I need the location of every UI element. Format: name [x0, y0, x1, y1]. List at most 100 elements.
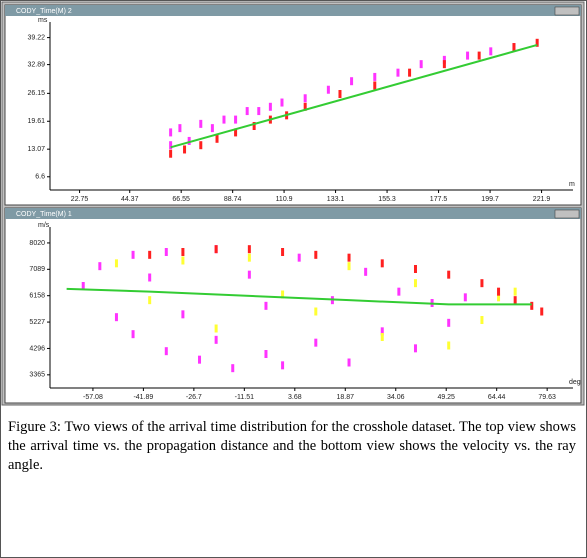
point: [338, 90, 342, 98]
point: [303, 94, 307, 103]
point: [380, 327, 384, 336]
point: [183, 145, 187, 154]
point: [131, 250, 135, 259]
y-tick-label: 19.61: [27, 118, 45, 125]
point: [347, 262, 351, 271]
point: [477, 51, 481, 60]
point: [178, 124, 182, 133]
point: [198, 355, 202, 364]
point: [463, 293, 467, 302]
point: [264, 350, 268, 358]
point: [530, 301, 534, 310]
point: [181, 256, 185, 265]
caption: Figure 3: Two views of the arrival time …: [8, 419, 576, 473]
point: [264, 301, 268, 310]
point: [413, 265, 417, 273]
point: [131, 330, 135, 339]
x-axis-label: deg: [569, 379, 581, 386]
y-axis-label: m/s: [38, 222, 50, 229]
title-bar: [5, 208, 581, 219]
point: [214, 245, 218, 254]
point: [350, 77, 354, 86]
point: [413, 279, 417, 288]
window-buttons[interactable]: [554, 6, 580, 16]
point: [245, 107, 249, 116]
point: [513, 287, 517, 296]
point: [373, 72, 377, 81]
x-tick-label: 22.75: [71, 196, 89, 203]
point: [480, 279, 484, 288]
x-tick-label: 221.9: [533, 196, 551, 203]
point: [114, 259, 118, 268]
point: [252, 122, 256, 130]
y-tick-label: 32.89: [27, 61, 45, 68]
x-tick-label: 199.7: [481, 196, 499, 203]
point: [347, 253, 351, 262]
point: [210, 124, 214, 133]
point: [540, 307, 544, 316]
x-tick-label: 79.63: [538, 394, 556, 401]
y-tick-label: 8020: [29, 240, 45, 247]
point: [413, 344, 417, 353]
x-tick-label: -26.7: [186, 394, 202, 401]
point: [280, 98, 284, 107]
point: [314, 338, 318, 347]
point: [181, 310, 185, 319]
point: [512, 43, 516, 52]
x-tick-label: 64.44: [488, 394, 506, 401]
y-tick-label: 7089: [29, 266, 45, 273]
x-tick-label: 44.37: [121, 196, 139, 203]
point: [497, 287, 501, 296]
point: [397, 287, 401, 296]
point: [148, 296, 152, 305]
point: [380, 259, 384, 268]
point: [114, 313, 118, 322]
point: [442, 55, 446, 64]
point: [303, 102, 307, 111]
point: [442, 60, 446, 69]
point: [234, 115, 238, 124]
x-tick-label: 34.06: [387, 394, 405, 401]
point: [281, 248, 285, 256]
point: [257, 107, 261, 116]
point: [326, 85, 330, 94]
title-bar: [5, 5, 581, 16]
y-axis-label: ms: [38, 17, 48, 24]
x-tick-label: 110.9: [276, 196, 293, 203]
point: [419, 60, 423, 69]
point: [169, 141, 173, 150]
x-tick-label: 177.5: [430, 196, 448, 203]
point: [199, 141, 203, 150]
point: [408, 68, 412, 77]
point: [489, 47, 493, 56]
window: [4, 4, 582, 206]
point: [396, 68, 400, 77]
y-tick-label: 3365: [29, 372, 45, 379]
point: [222, 115, 226, 124]
point: [466, 51, 470, 60]
x-axis-label: m: [569, 181, 575, 188]
point: [347, 358, 351, 367]
point: [314, 250, 318, 259]
point: [447, 318, 451, 327]
y-tick-label: 4296: [29, 345, 45, 352]
point: [169, 149, 173, 158]
point: [234, 128, 238, 137]
point: [373, 81, 377, 90]
x-tick-label: 66.55: [172, 196, 190, 203]
x-tick-label: -57.08: [83, 394, 103, 401]
window-buttons[interactable]: [554, 209, 580, 219]
point: [314, 307, 318, 316]
x-tick-label: 155.3: [378, 196, 396, 203]
point: [380, 333, 384, 341]
point: [81, 282, 85, 290]
x-tick-label: 49.25: [437, 394, 455, 401]
figure: CODY_Time(M) 2 CODY_Time(M) 1 ms m 6.6 13.0…: [1, 1, 585, 406]
point: [513, 296, 517, 305]
x-tick-label: -41.89: [133, 394, 153, 401]
fit-line: [170, 43, 538, 149]
point: [268, 102, 272, 111]
point: [181, 248, 185, 256]
window-title: CODY_Time(M) 1: [16, 211, 72, 218]
point: [164, 347, 168, 356]
